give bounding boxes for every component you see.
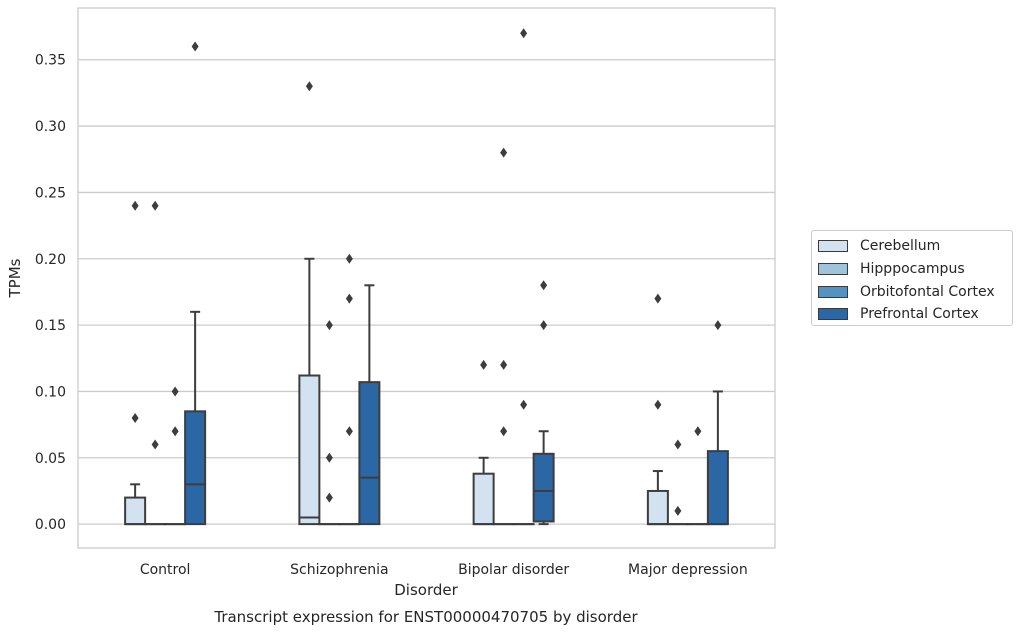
legend-item-hippocampus: Hipppocampus bbox=[818, 258, 1012, 281]
box-prefrontal-cortex-major-depression bbox=[706, 320, 729, 526]
outlier-point bbox=[714, 320, 722, 331]
outlier-point bbox=[305, 81, 313, 92]
box-prefrontal-cortex-schizophrenia bbox=[358, 284, 381, 526]
outlier-point bbox=[674, 505, 682, 516]
outlier-point bbox=[520, 399, 528, 410]
box-prefrontal-cortex-control bbox=[184, 41, 207, 526]
y-axis-ticks: 0.00 0.05 0.10 0.15 0.20 0.25 0.30 0.35 bbox=[35, 53, 66, 533]
box-orbitofontal-cortex-control bbox=[164, 386, 187, 526]
outlier-point bbox=[345, 293, 353, 304]
legend-label-prefrontal: Prefrontal Cortex bbox=[860, 306, 979, 323]
legend-swatch-cerebellum bbox=[818, 240, 848, 253]
chart-caption: Transcript expression for ENST0000047070… bbox=[213, 608, 638, 626]
outlier-point bbox=[694, 426, 702, 437]
box-orbitofontal-cortex-bipolar-disorder bbox=[512, 28, 535, 526]
outlier-point bbox=[500, 147, 508, 158]
legend-swatch-prefrontal bbox=[818, 308, 848, 321]
outlier-point bbox=[520, 28, 528, 39]
legend-label-cerebellum: Cerebellum bbox=[860, 238, 941, 255]
outlier-point bbox=[674, 439, 682, 450]
outlier-point bbox=[151, 439, 159, 450]
box-body bbox=[532, 452, 555, 523]
outlier-point bbox=[540, 320, 548, 331]
box-cerebellum-schizophrenia bbox=[298, 81, 321, 526]
outlier-point bbox=[345, 426, 353, 437]
y-tick-label: 0.00 bbox=[35, 517, 66, 533]
box-body bbox=[124, 496, 147, 526]
x-tick-label: Control bbox=[140, 562, 191, 578]
y-tick-label: 0.20 bbox=[35, 252, 66, 268]
plot-area-frame bbox=[77, 7, 776, 549]
outlier-point bbox=[171, 386, 179, 397]
box-body bbox=[358, 381, 381, 526]
outlier-point bbox=[500, 426, 508, 437]
outlier-point bbox=[131, 200, 139, 211]
x-axis-ticks: Control Schizophrenia Bipolar disorder Majo… bbox=[140, 562, 748, 578]
box-body bbox=[646, 489, 669, 526]
legend-swatch-hippocampus bbox=[818, 263, 848, 276]
y-tick-label: 0.25 bbox=[35, 185, 66, 201]
box-orbitofontal-cortex-schizophrenia bbox=[338, 253, 361, 526]
outlier-point bbox=[325, 452, 333, 463]
y-tick-label: 0.05 bbox=[35, 451, 66, 467]
y-tick-label: 0.35 bbox=[35, 53, 66, 69]
outlier-point bbox=[325, 320, 333, 331]
legend-item-cerebellum: Cerebellum bbox=[818, 235, 1012, 258]
outlier-point bbox=[654, 293, 662, 304]
box-hipppocampus-bipolar-disorder bbox=[492, 147, 515, 526]
x-tick-label: Schizophrenia bbox=[290, 562, 388, 578]
box-hipppocampus-schizophrenia bbox=[318, 320, 341, 526]
legend-item-prefrontal: Prefrontal Cortex bbox=[818, 303, 1012, 326]
legend-item-orbitofrontal: Orbitofontal Cortex bbox=[818, 280, 1012, 303]
outlier-point bbox=[540, 280, 548, 291]
legend-swatch-orbitofrontal bbox=[818, 285, 848, 298]
box-cerebellum-bipolar-disorder bbox=[472, 359, 495, 526]
x-tick-label: Bipolar disorder bbox=[458, 562, 569, 578]
box-cerebellum-control bbox=[124, 200, 147, 526]
legend-label-orbitofrontal: Orbitofontal Cortex bbox=[860, 283, 995, 300]
box-hipppocampus-major-depression bbox=[666, 439, 689, 526]
grid-lines bbox=[78, 59, 775, 525]
outlier-point bbox=[500, 359, 508, 370]
legend-label-hippocampus: Hipppocampus bbox=[860, 261, 965, 278]
outlier-point bbox=[151, 200, 159, 211]
y-tick-label: 0.15 bbox=[35, 318, 66, 334]
outlier-point bbox=[345, 253, 353, 264]
outlier-point bbox=[325, 492, 333, 503]
box-body bbox=[472, 472, 495, 526]
box-cerebellum-major-depression bbox=[646, 293, 669, 526]
box-orbitofontal-cortex-major-depression bbox=[686, 426, 709, 526]
outlier-point bbox=[480, 359, 488, 370]
outlier-point bbox=[131, 412, 139, 423]
x-tick-label: Major depression bbox=[628, 562, 748, 578]
box-prefrontal-cortex-bipolar-disorder bbox=[532, 280, 555, 526]
outlier-point bbox=[171, 426, 179, 437]
y-axis-title: TPMs bbox=[6, 258, 24, 298]
y-tick-label: 0.30 bbox=[35, 119, 66, 135]
box-hipppocampus-control bbox=[144, 200, 167, 526]
x-axis-title: Disorder bbox=[394, 581, 458, 599]
box-body bbox=[298, 374, 321, 526]
outlier-point bbox=[654, 399, 662, 410]
box-body bbox=[184, 410, 207, 526]
y-tick-label: 0.10 bbox=[35, 384, 66, 400]
boxes bbox=[124, 28, 729, 526]
legend: Cerebellum Hipppocampus Orbitofontal Cor… bbox=[811, 230, 1013, 326]
box-body bbox=[706, 450, 729, 526]
outlier-point bbox=[191, 41, 199, 52]
